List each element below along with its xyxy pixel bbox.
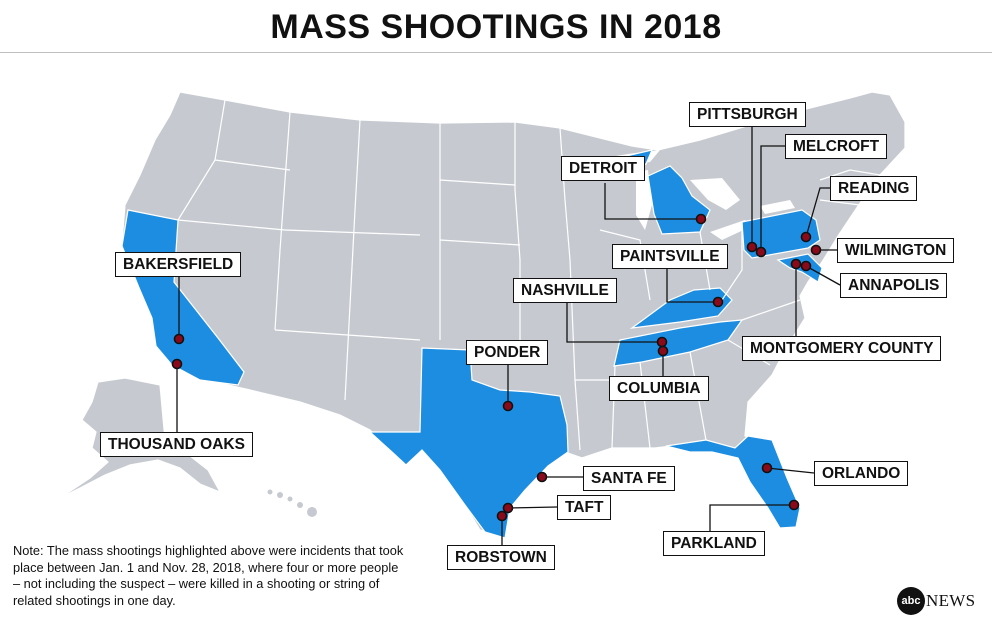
markers-layer — [171, 213, 822, 522]
marker-reading — [800, 231, 812, 243]
states-layer — [59, 91, 906, 539]
marker-pittsburgh — [746, 241, 758, 253]
state-area-hawaii — [267, 489, 317, 517]
state-florida — [665, 435, 801, 529]
leader-line-taft — [507, 506, 558, 509]
footnote: Note: The mass shootings highlighted abo… — [13, 543, 404, 608]
state-michigan-lower — [647, 165, 711, 235]
location-label-wilmington: WILMINGTON — [837, 238, 955, 263]
page-title: MASS SHOOTINGS IN 2018 — [270, 8, 722, 46]
marker-montgomery — [790, 258, 802, 270]
marker-bakersfield — [173, 333, 185, 345]
marker-nashville — [656, 336, 668, 348]
marker-wilmington — [810, 244, 822, 256]
location-label-bakersfield: BAKERSFIELD — [115, 252, 242, 277]
marker-taft — [502, 502, 514, 514]
abc-news-logo: abc NEWS — [897, 586, 975, 616]
marker-detroit — [695, 213, 707, 225]
marker-columbia — [657, 345, 669, 357]
location-label-detroit: DETROIT — [561, 156, 646, 181]
leader-line-parkland — [709, 504, 794, 531]
marker-paintsville — [712, 296, 724, 308]
title-divider — [0, 52, 992, 53]
leader-line-paintsville — [666, 269, 718, 303]
leader-line-melcroft — [760, 145, 785, 252]
location-label-columbia: COLUMBIA — [609, 376, 709, 401]
marker-robstown — [496, 510, 508, 522]
marker-santa-fe — [536, 471, 548, 483]
marker-thousand-oaks — [171, 358, 183, 370]
location-label-nashville: NASHVILLE — [513, 278, 617, 303]
location-label-reading: READING — [830, 176, 918, 201]
news-wordmark: NEWS — [926, 591, 976, 610]
abc-logo-icon: abc — [897, 587, 925, 615]
marker-annapolis — [800, 260, 812, 272]
location-label-paintsville: PAINTSVILLE — [612, 244, 728, 269]
state-maryland — [776, 253, 823, 283]
leader-line-annapolis — [805, 265, 841, 286]
location-label-thousand-oaks: THOUSAND OAKS — [100, 432, 253, 457]
location-label-parkland: PARKLAND — [663, 531, 765, 556]
location-label-ponder: PONDER — [466, 340, 549, 365]
leader-line-nashville — [566, 301, 662, 343]
leader-line-reading — [805, 187, 830, 238]
marker-parkland — [788, 499, 800, 511]
marker-ponder — [502, 400, 514, 412]
location-label-montgomery: MONTGOMERY COUNTY — [742, 336, 942, 361]
leader-line-detroit — [604, 183, 701, 220]
leader-line-orlando — [766, 467, 815, 474]
location-label-santa-fe: SANTA FE — [583, 466, 675, 491]
location-label-pittsburgh: PITTSBURGH — [689, 102, 806, 127]
location-label-orlando: ORLANDO — [814, 461, 909, 486]
location-label-melcroft: MELCROFT — [785, 134, 888, 159]
location-label-taft: TAFT — [557, 495, 612, 520]
marker-orlando — [761, 462, 773, 474]
location-label-annapolis: ANNAPOLIS — [840, 273, 948, 298]
marker-melcroft — [755, 246, 767, 258]
location-label-robstown: ROBSTOWN — [447, 545, 555, 570]
